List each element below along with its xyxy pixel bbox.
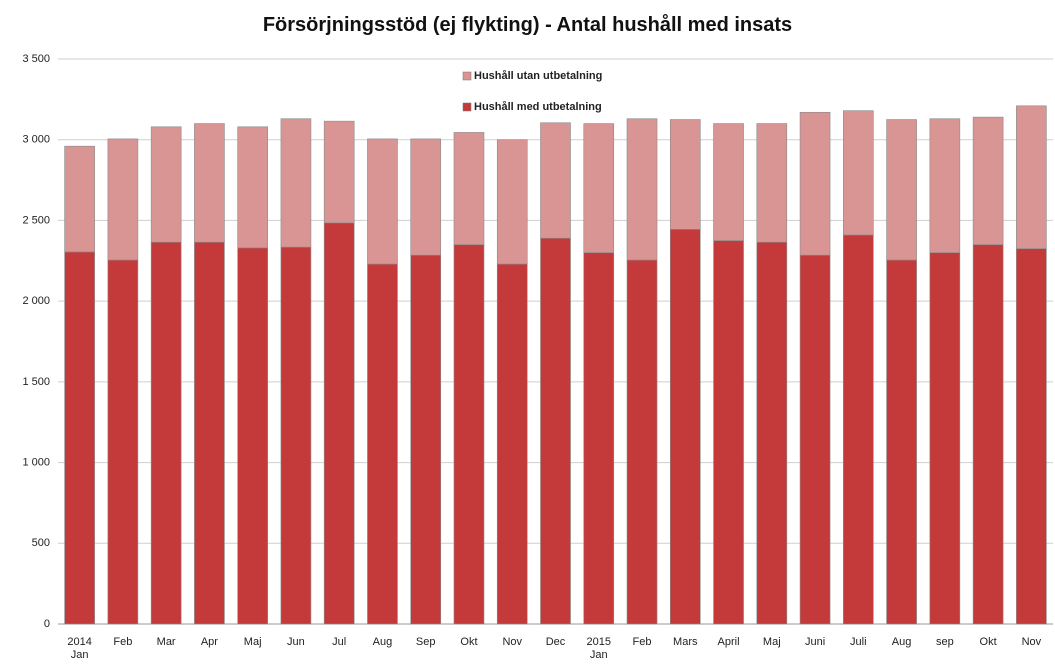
bar-segment bbox=[150, 126, 182, 243]
y-tick-label: 1 500 bbox=[22, 376, 50, 388]
x-tick-label: Juli bbox=[850, 636, 867, 648]
bar-segment bbox=[756, 241, 788, 625]
legend-swatch bbox=[462, 71, 472, 81]
x-tick-label: Okt bbox=[979, 636, 997, 648]
bar-segment bbox=[150, 241, 182, 625]
bar-segment bbox=[799, 254, 831, 625]
bar-segment bbox=[410, 254, 442, 625]
x-tick-label: Aug bbox=[891, 636, 912, 648]
x-tick-label: Maj bbox=[243, 636, 262, 648]
x-tick-label: Feb bbox=[632, 636, 652, 648]
x-tick-label: Mars bbox=[673, 636, 698, 648]
x-tick-label: Maj bbox=[762, 636, 781, 648]
bar-segment bbox=[756, 123, 788, 243]
bar-segment bbox=[626, 118, 658, 261]
bar-segment bbox=[64, 145, 95, 253]
legend-label: Hushåll utan utbetalning bbox=[474, 70, 602, 82]
x-tick-label: Jun bbox=[287, 636, 305, 648]
y-tick-label: 0 bbox=[44, 618, 50, 630]
bar-segment bbox=[367, 263, 398, 625]
bar-segment bbox=[453, 244, 485, 625]
x-tick-label: Juni bbox=[804, 636, 826, 648]
bar-segment bbox=[583, 123, 615, 254]
bar-segment bbox=[843, 234, 874, 625]
bar-segment bbox=[929, 252, 961, 625]
bar-segment bbox=[713, 240, 744, 625]
bar-segment bbox=[453, 132, 485, 245]
bar-segment bbox=[1016, 105, 1047, 249]
x-tick-label: Apr bbox=[200, 636, 218, 648]
bar-segment bbox=[410, 138, 442, 256]
x-tick-label: Okt bbox=[460, 636, 478, 648]
bar-segment bbox=[843, 110, 874, 236]
bar-segment bbox=[669, 119, 701, 230]
x-tick-label: Mar bbox=[156, 636, 176, 648]
bar-segment bbox=[237, 247, 268, 625]
x-tick-label: Dec bbox=[545, 636, 566, 648]
bar-segment bbox=[713, 123, 744, 241]
bar-segment bbox=[280, 246, 312, 625]
chart-title: Försörjningsstöd (ej flykting) - Antal h… bbox=[262, 14, 793, 36]
legend-swatch bbox=[462, 102, 472, 112]
bar-segment bbox=[323, 120, 355, 224]
bar-segment bbox=[972, 116, 1004, 245]
y-tick-label: 3 500 bbox=[22, 53, 50, 65]
bar-segment bbox=[886, 259, 917, 625]
bar-segment bbox=[799, 111, 831, 256]
x-tick-label: Nov bbox=[1021, 636, 1042, 648]
bar-segment bbox=[1016, 248, 1047, 625]
y-tick-label: 500 bbox=[32, 537, 50, 549]
x-tick-label: Aug bbox=[372, 636, 393, 648]
bar-segment bbox=[669, 229, 701, 625]
bar-segment bbox=[107, 259, 139, 625]
x-tick-label: 2014 Jan bbox=[67, 636, 92, 661]
bar-segment bbox=[972, 244, 1004, 625]
y-tick-label: 3 000 bbox=[22, 134, 50, 146]
bar-segment bbox=[540, 237, 571, 625]
bar-segment bbox=[886, 119, 917, 261]
bar-segment bbox=[323, 222, 355, 625]
bar-segment bbox=[540, 122, 571, 239]
bar-segment bbox=[626, 259, 658, 625]
bar-segment bbox=[496, 263, 528, 625]
x-tick-label: 2015 Jan bbox=[586, 636, 611, 661]
bar-segment bbox=[496, 139, 528, 265]
x-tick-label: April bbox=[717, 636, 740, 648]
bar-segment bbox=[367, 138, 398, 265]
y-tick-label: 2 000 bbox=[22, 295, 50, 307]
x-tick-label: Nov bbox=[502, 636, 523, 648]
x-tick-label: sep bbox=[935, 636, 954, 648]
x-tick-label: Jul bbox=[332, 636, 347, 648]
bar-segment bbox=[194, 241, 225, 625]
y-tick-label: 2 500 bbox=[22, 214, 50, 226]
bar-segment bbox=[237, 126, 268, 249]
bar-segment bbox=[107, 138, 139, 261]
bar-segment bbox=[194, 123, 225, 243]
y-tick-label: 1 000 bbox=[22, 456, 50, 468]
x-tick-label: Sep bbox=[415, 636, 436, 648]
bar-segment bbox=[280, 118, 312, 248]
x-tick-label: Feb bbox=[113, 636, 133, 648]
legend-label: Hushåll med utbetalning bbox=[474, 101, 602, 113]
bar-segment bbox=[583, 252, 615, 625]
bar-segment bbox=[64, 251, 95, 625]
bar-segment bbox=[929, 118, 961, 254]
